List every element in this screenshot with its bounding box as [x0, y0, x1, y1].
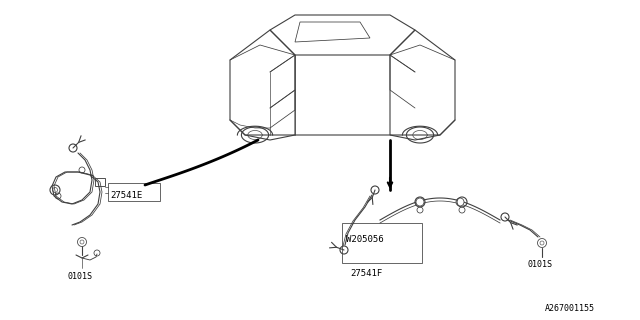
Circle shape: [538, 238, 547, 247]
Bar: [342, 223, 422, 263]
Text: 27541F: 27541F: [350, 269, 382, 278]
Text: A267001155: A267001155: [545, 304, 595, 313]
Circle shape: [416, 198, 424, 206]
Text: 0101S: 0101S: [528, 260, 553, 269]
Text: 27541E: 27541E: [110, 191, 142, 201]
Bar: [108, 183, 160, 201]
Text: 0101S: 0101S: [68, 272, 93, 281]
Text: W205056: W205056: [346, 235, 383, 244]
Circle shape: [77, 237, 86, 246]
Bar: [95, 178, 105, 186]
Circle shape: [456, 198, 464, 206]
